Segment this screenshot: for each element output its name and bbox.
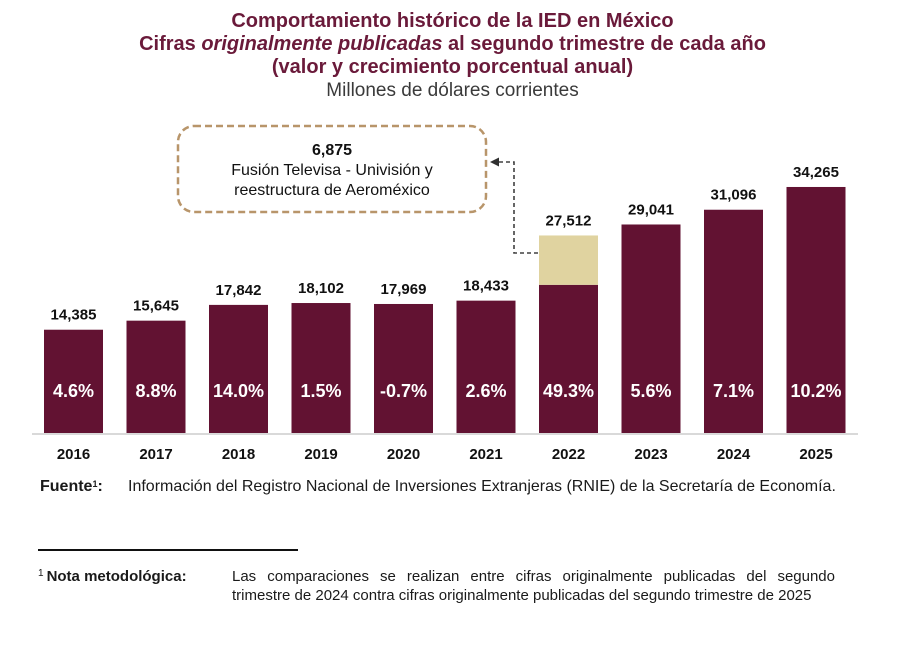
bar-2018: [209, 304, 268, 433]
bar-2016: [44, 329, 103, 433]
chart-title-line2: Cifras originalmente publicadas al segun…: [0, 33, 905, 56]
growth-label-2021: 2.6%: [465, 381, 506, 401]
growth-label-2022: 49.3%: [543, 381, 594, 401]
bar-2020: [374, 303, 433, 433]
source-footnote-marker: 1: [92, 479, 98, 489]
annotation-box: 6,875 Fusión Televisa - Univisión y rees…: [177, 125, 487, 213]
growth-label-2018: 14.0%: [213, 381, 264, 401]
growth-label-2019: 1.5%: [300, 381, 341, 401]
growth-label-2016: 4.6%: [53, 381, 94, 401]
bar-2024: [704, 209, 763, 433]
growth-label-2023: 5.6%: [630, 381, 671, 401]
bar-2023: [621, 224, 681, 433]
chart-title: Comportamiento histórico de la IED en Mé…: [231, 10, 674, 32]
title-suffix: al segundo trimestre de cada año: [442, 33, 766, 55]
year-label-2017: 2017: [139, 446, 172, 463]
annotation-border: [176, 124, 488, 214]
bar-2025: [786, 186, 846, 433]
value-label-2020: 17,969: [381, 281, 427, 298]
note-text: Las comparaciones se realizan entre cifr…: [232, 568, 835, 604]
value-label-2018: 17,842: [216, 282, 262, 299]
footnote-divider: [38, 549, 298, 551]
year-label-2024: 2024: [717, 446, 751, 463]
value-label-2019: 18,102: [298, 280, 344, 297]
growth-label-2017: 8.8%: [135, 381, 176, 401]
chart-subtitle: Millones de dólares corrientes: [326, 80, 579, 101]
source-label: Fuente1:: [40, 476, 103, 497]
chart-titles: Comportamiento histórico de la IED en Mé…: [0, 10, 905, 102]
note-label-text: Nota metodológica:: [46, 568, 187, 585]
year-label-2016: 2016: [57, 446, 90, 463]
annotation-line1: Fusión Televisa - Univisión y: [231, 162, 433, 179]
growth-label-2024: 7.1%: [713, 381, 754, 401]
bars-group: [32, 186, 858, 435]
value-label-2022: 27,512: [546, 212, 592, 229]
bar-2022-highlight-segment: [539, 235, 598, 285]
note-footnote-marker: 1: [38, 568, 44, 579]
value-label-2025: 34,265: [793, 164, 839, 181]
note-label: 1 Nota metodológica:: [38, 567, 187, 586]
source-text: Información del Registro Nacional de Inv…: [128, 478, 836, 495]
value-label-2023: 29,041: [628, 201, 674, 218]
year-label-2021: 2021: [469, 446, 502, 463]
chart-title-line3: (valor y crecimiento porcentual anual): [271, 56, 634, 78]
growth-label-2020: -0.7%: [380, 381, 427, 401]
year-label-2023: 2023: [634, 446, 667, 463]
growth-label-2025: 10.2%: [790, 381, 841, 401]
title-prefix: Cifras: [139, 33, 202, 55]
annotation-line2: reestructura de Aeroméxico: [234, 182, 430, 199]
title-italic: originalmente publicadas: [201, 33, 443, 55]
year-label-2025: 2025: [799, 446, 832, 463]
year-label-2018: 2018: [222, 446, 255, 463]
annotation-shapes: [176, 124, 538, 254]
methodology-note: 1 Nota metodológica: Las comparaciones se…: [38, 567, 835, 605]
annotation-connector: [498, 161, 538, 254]
bar-2021: [456, 300, 516, 433]
year-label-2019: 2019: [304, 446, 337, 463]
source-label-text: Fuente: [40, 478, 93, 495]
annotation-value: 6,875: [311, 142, 353, 159]
bar-2022: [539, 284, 598, 433]
value-label-2024: 31,096: [711, 187, 757, 204]
bar-2019: [291, 303, 351, 433]
arrow-left-icon: [490, 157, 499, 167]
year-label-2020: 2020: [387, 446, 420, 463]
value-label-2021: 18,433: [463, 278, 509, 295]
value-label-2016: 14,385: [51, 307, 97, 324]
source-note: Fuente1: Información del Registro Nacion…: [40, 476, 840, 497]
source-colon: :: [97, 478, 103, 495]
value-label-2017: 15,645: [133, 298, 179, 315]
labels-group: 14,385 4.6% 2016 15,645 8.8% 2017 17,842 14.0% 2…: [51, 164, 842, 463]
bar-2017: [126, 320, 186, 433]
year-label-2022: 2022: [552, 446, 585, 463]
